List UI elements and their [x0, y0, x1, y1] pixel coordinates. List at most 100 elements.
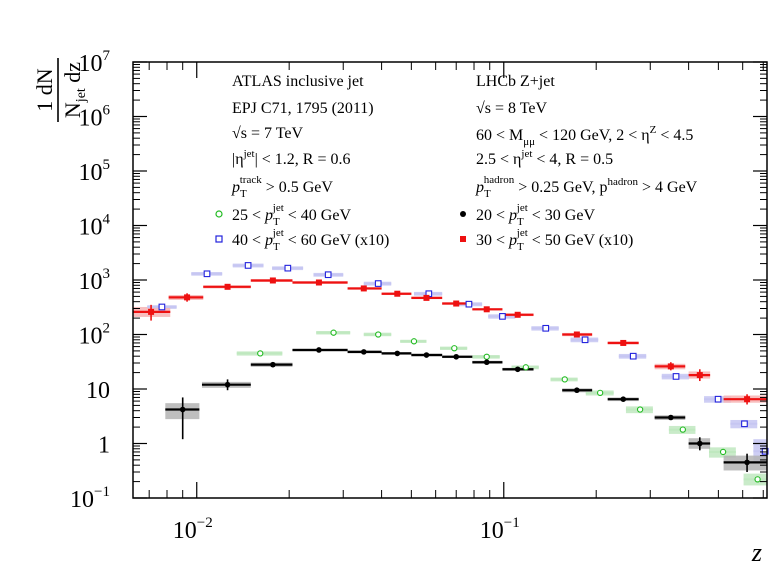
- axis-ticks: [133, 61, 767, 499]
- data-markers: [148, 262, 769, 483]
- annotation-lhcb: LHCb Z+jet √s = 8 TeV 60 < Mμμ < 120 GeV…: [475, 73, 698, 200]
- series3-point-0: [148, 308, 155, 315]
- series2-point-9: [514, 366, 521, 373]
- series2-point-6: [423, 352, 430, 358]
- y-tick-label-4: 103: [79, 266, 111, 295]
- lhcb-mass-sup: Z: [650, 124, 657, 136]
- y-tick-label-3: 102: [79, 321, 111, 350]
- svg-text:60 < Mμμ < 120 GeV, 2 < ηZ < 4: 60 < Mμμ < 120 GeV, 2 < ηZ < 4.5: [476, 124, 693, 148]
- legend-atlas-25-40-post: < 40 GeV: [284, 207, 352, 224]
- legend-entry-atlas-25-40: 25 < pTjet < 40 GeV: [215, 202, 352, 228]
- x-tick-label-base: 10: [480, 518, 504, 544]
- lhcb-mass-sub: μμ: [523, 136, 535, 148]
- series1-point-9: [542, 324, 550, 332]
- series2-point-7: [453, 353, 460, 360]
- series2-point-13: [697, 440, 703, 447]
- legend-marker-filled-circle: [460, 211, 466, 217]
- legend-marker-open-square: [215, 235, 223, 243]
- series0-point-9: [636, 406, 644, 413]
- lhcb-had-p: p: [475, 179, 484, 196]
- y-tick-label-1: 1: [98, 433, 110, 459]
- y-tick-label-exponent: 7: [103, 48, 111, 64]
- lhcb-had-sup: hadron: [484, 174, 515, 186]
- series1-point-13: [714, 395, 722, 403]
- series3-point-15: [744, 396, 751, 403]
- legend: 25 < pTjet < 40 GeV 40 < pTjet < 60 GeV …: [215, 202, 633, 253]
- series2-point-11: [620, 396, 627, 402]
- legend-entry-lhcb-20-30: 20 < pTjet < 30 GeV: [460, 202, 595, 228]
- legend-atlas-40-60-post: < 60 GeV (x10): [284, 232, 390, 249]
- series3-point-10: [514, 311, 521, 318]
- y-tick-label-base: 10: [79, 106, 103, 132]
- y-tick-label-base: 10: [79, 51, 103, 77]
- series1-point-2: [244, 262, 252, 269]
- y-tick-label-exponent: 3: [103, 266, 111, 282]
- lhcb-eta-sup: jet: [520, 148, 532, 160]
- svg-text:√s = 8 TeV: √s = 8 TeV: [476, 100, 548, 117]
- legend-entry-atlas-40-60: 40 < pTjet < 60 GeV (x10): [215, 227, 390, 253]
- series3-point-8: [453, 300, 460, 307]
- y-tick-label-base: 1: [98, 433, 110, 459]
- lhcb-eta-rest: < 4, R = 0.5: [532, 151, 613, 168]
- atlas-pt-cut: > 0.5 GeV: [262, 179, 334, 196]
- lhcb-had-sub: T: [484, 188, 491, 200]
- series3-point-1: [184, 294, 191, 301]
- atlas-sqrt-s: √s: [232, 125, 247, 142]
- series0-point-1: [330, 329, 337, 336]
- atlas-reference: EPJ C71, 1795 (2011): [232, 100, 374, 117]
- y-tick-label-exponent: 2: [103, 321, 111, 337]
- series3-point-11: [573, 331, 580, 338]
- y-tick-label-base: 10: [79, 160, 103, 186]
- svg-text:pTtrack > 0.5 GeV: pTtrack > 0.5 GeV: [231, 174, 333, 200]
- atlas-eta-cut: | < 1.2, R = 0.6: [255, 151, 351, 168]
- x-tick-label-exponent: −1: [504, 515, 520, 531]
- atlas-energy: = 7 TeV: [247, 125, 303, 142]
- series3-point-5: [360, 285, 367, 292]
- series1-point-4: [324, 271, 332, 279]
- svg-text:pThadron > 0.25 GeV, phadron >: pThadron > 0.25 GeV, phadron > 4 GeV: [475, 174, 698, 200]
- lhcb-eta-pre: 2.5 < η: [476, 151, 521, 168]
- series0-point-8: [596, 389, 604, 396]
- series2-point-14: [744, 459, 750, 466]
- series0-point-4: [451, 345, 458, 352]
- y-axis-title-numerator: 1 dN: [32, 68, 57, 112]
- series0-point-0: [257, 350, 264, 357]
- series3-point-13: [667, 363, 674, 370]
- series2-point-5: [394, 350, 401, 357]
- series3-point-9: [483, 306, 490, 313]
- svg-text:2.5 < ηjet < 4, R = 0.5: 2.5 < ηjet < 4, R = 0.5: [476, 148, 613, 168]
- series3-point-3: [269, 277, 276, 284]
- series1-point-0: [158, 303, 166, 311]
- y-tick-label-8: 107: [79, 48, 111, 77]
- series0-point-11: [719, 448, 727, 456]
- series0-point-12: [754, 476, 761, 483]
- legend-lhcb-20-30-pre: 20 <: [476, 207, 509, 224]
- legend-entry-lhcb-30-50: 30 < pTjet < 50 GeV (x10): [460, 227, 633, 253]
- x-tick-label-0: 10−2: [173, 515, 213, 544]
- series0-point-5: [483, 353, 490, 360]
- atlas-pt-sup: track: [240, 174, 262, 186]
- legend-lhcb-30-50-pre: 30 <: [476, 232, 509, 249]
- svg-text:√s = 7 TeV: √s = 7 TeV: [232, 125, 304, 142]
- series2-point-2: [270, 361, 276, 368]
- lhcb-had-sup2: hadron: [607, 176, 638, 188]
- y-tick-label-exponent: 5: [103, 157, 111, 173]
- series1-point-3: [284, 264, 292, 272]
- x-tick-label-exponent: −2: [197, 515, 213, 531]
- series1-point-8: [499, 313, 506, 320]
- series1-point-5: [374, 280, 382, 287]
- y-tick-label-5: 104: [79, 212, 111, 241]
- lhcb-mass-tail: < 4.5: [656, 127, 693, 144]
- series1-point-11: [629, 352, 637, 360]
- y-axis-title: 1 dN Njet dz: [32, 58, 89, 122]
- series2-point-4: [360, 349, 367, 355]
- x-axis-title: z: [751, 538, 762, 567]
- series2-point-1: [224, 381, 231, 388]
- y-tick-label-7: 106: [79, 103, 111, 132]
- legend-lhcb-20-30-post: < 30 GeV: [528, 207, 596, 224]
- series0-point-3: [410, 338, 418, 345]
- series3-point-7: [423, 294, 430, 301]
- series3-point-6: [394, 290, 401, 297]
- lhcb-energy: = 8 TeV: [491, 100, 547, 117]
- y-axis-title-n: N: [60, 102, 85, 118]
